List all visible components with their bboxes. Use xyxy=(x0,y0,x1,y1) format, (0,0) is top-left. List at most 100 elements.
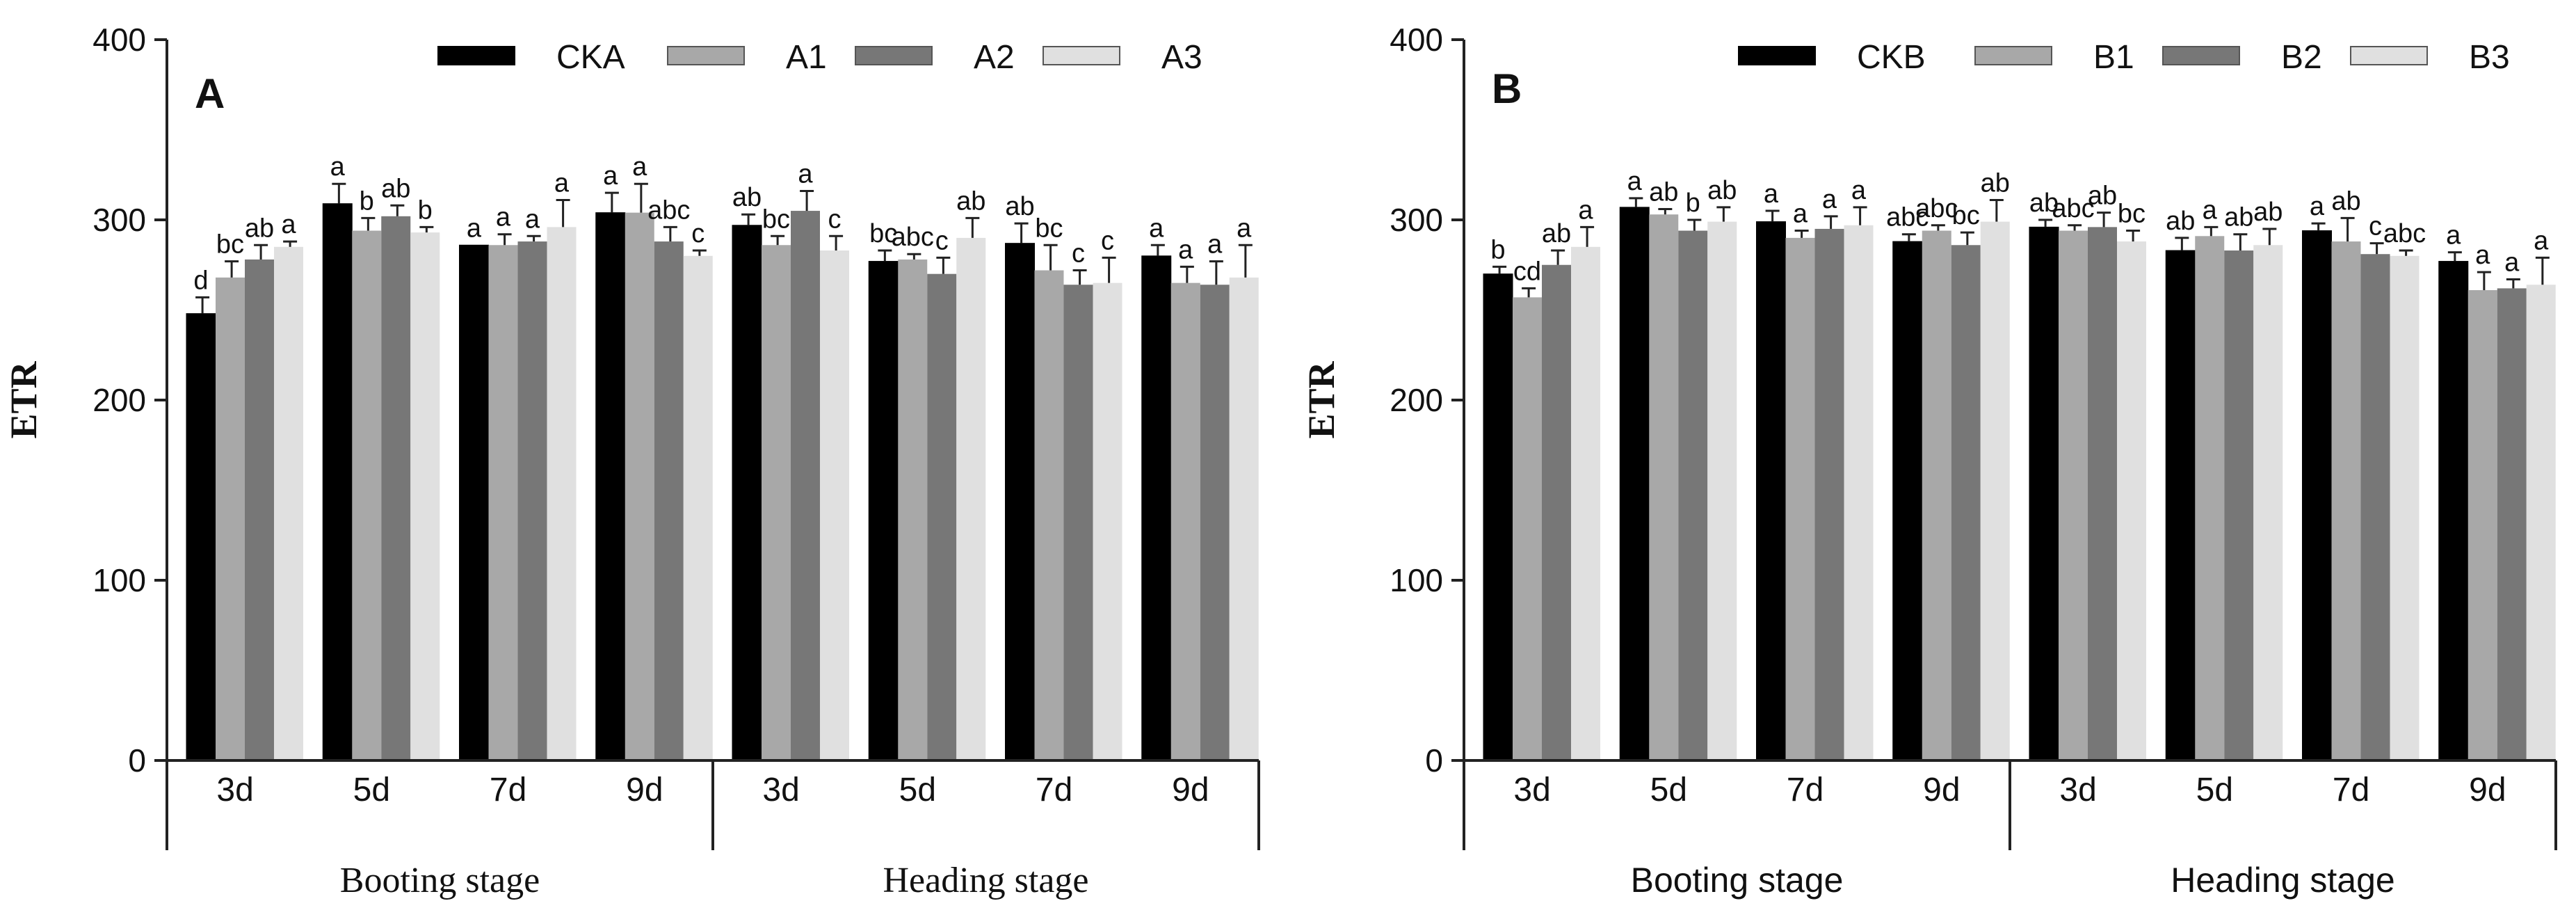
bar xyxy=(1922,230,1951,760)
bar xyxy=(2438,261,2469,761)
y-tick-label: 100 xyxy=(92,562,146,598)
significance-label: ab xyxy=(2088,182,2117,211)
bar xyxy=(1980,221,2010,761)
bar xyxy=(2331,241,2361,761)
significance-label: a xyxy=(798,160,813,189)
bar xyxy=(683,255,713,760)
bar xyxy=(2526,285,2556,760)
bar xyxy=(2390,255,2420,760)
group-label: Booting stage xyxy=(340,861,540,900)
significance-label: a xyxy=(1627,167,1643,196)
significance-label: a xyxy=(2446,221,2461,250)
group-label: Heading stage xyxy=(883,861,1088,900)
panel-letter: A xyxy=(195,70,225,117)
significance-label: bc xyxy=(762,205,790,234)
significance-label: ab xyxy=(2224,203,2253,232)
significance-label: abc xyxy=(2052,194,2094,223)
significance-label: a xyxy=(281,210,296,239)
bar xyxy=(2117,241,2146,761)
significance-label: a xyxy=(525,205,540,234)
legend-swatch xyxy=(437,46,515,65)
bar xyxy=(517,241,547,761)
bar xyxy=(547,227,577,760)
significance-label: ab xyxy=(2331,186,2360,216)
legend-label: A2 xyxy=(974,39,1015,76)
bar xyxy=(2468,290,2497,760)
legend-label: CKA xyxy=(556,39,625,76)
bar xyxy=(245,259,274,761)
bar xyxy=(956,237,986,760)
x-category-label: 3d xyxy=(2059,772,2096,808)
significance-label: c xyxy=(1101,226,1114,255)
bar xyxy=(186,313,216,761)
bar xyxy=(2195,236,2225,760)
significance-label: c xyxy=(2369,212,2382,241)
bar xyxy=(1619,207,1650,761)
legend-swatch xyxy=(2350,46,2428,65)
panel-letter: B xyxy=(1492,65,1522,112)
significance-label: a xyxy=(467,214,482,243)
legend-swatch xyxy=(2162,46,2240,65)
bar xyxy=(927,273,957,760)
significance-label: d xyxy=(193,266,208,295)
significance-label: ab xyxy=(245,214,274,243)
bar xyxy=(1814,228,1844,760)
significance-label: ab xyxy=(2029,189,2059,218)
significance-label: b xyxy=(360,186,374,216)
significance-label: c xyxy=(1072,239,1085,269)
bar xyxy=(352,230,382,760)
significance-label: abc xyxy=(647,196,690,225)
bar xyxy=(1542,264,1571,760)
significance-label: abc xyxy=(1915,194,1958,223)
y-tick-label: 0 xyxy=(1425,742,1443,779)
significance-label: a xyxy=(330,152,346,182)
significance-label: ab xyxy=(1542,219,1571,248)
legend-label: CKB xyxy=(1857,39,1926,76)
bar xyxy=(1229,277,1259,760)
legend-label: A1 xyxy=(786,39,827,76)
bar xyxy=(1649,214,1679,761)
legend-swatch xyxy=(1043,46,1120,65)
x-category-label: 7d xyxy=(1036,772,1072,808)
y-tick-label: 300 xyxy=(92,202,146,238)
y-axis-title: ETR xyxy=(3,360,45,438)
bar xyxy=(2253,245,2283,760)
significance-label: a xyxy=(2534,226,2549,255)
bar xyxy=(2088,227,2117,760)
significance-label: a xyxy=(2203,196,2218,225)
significance-label: c xyxy=(691,219,705,248)
x-category-label: 3d xyxy=(1513,772,1550,808)
legend-label: B1 xyxy=(2093,39,2134,76)
bar xyxy=(1571,246,1600,761)
y-tick-label: 200 xyxy=(1390,382,1443,418)
x-category-label: 5d xyxy=(2196,772,2233,808)
legend-swatch xyxy=(1738,46,1816,65)
significance-label: a xyxy=(1851,176,1867,205)
bar xyxy=(1678,230,1708,760)
bar xyxy=(1756,221,1786,761)
significance-label: bc xyxy=(1035,214,1063,243)
bar xyxy=(1707,221,1737,761)
bar xyxy=(216,277,245,760)
bar xyxy=(1892,241,1923,761)
significance-label: a xyxy=(1764,180,1779,209)
y-tick-label: 300 xyxy=(1390,202,1443,238)
legend-label: B3 xyxy=(2469,39,2510,76)
significance-label: cd xyxy=(1513,257,1541,286)
bar xyxy=(1093,282,1122,760)
legend-swatch xyxy=(1974,46,2052,65)
significance-label: abc xyxy=(892,223,934,252)
significance-label: b xyxy=(418,196,433,225)
bar xyxy=(654,241,684,761)
bar xyxy=(1951,245,1981,760)
significance-label: a xyxy=(554,169,570,198)
bar xyxy=(1200,285,1230,760)
y-tick-label: 400 xyxy=(1390,22,1443,58)
legend-label: B2 xyxy=(2281,39,2322,76)
bar xyxy=(898,259,928,761)
bar xyxy=(410,232,440,760)
bar xyxy=(868,261,899,761)
bar xyxy=(791,211,820,760)
significance-label: c xyxy=(935,226,949,255)
